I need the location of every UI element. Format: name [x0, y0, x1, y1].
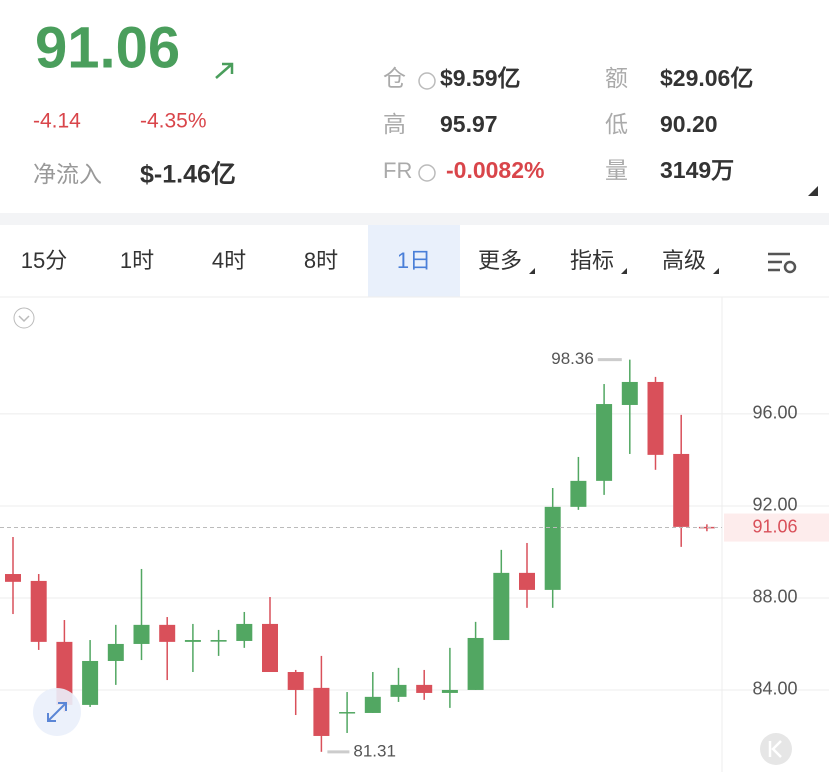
y-tick-label: 96.00: [752, 403, 797, 423]
candle-body: [570, 480, 587, 507]
tab[interactable]: 1日: [397, 248, 431, 273]
tab[interactable]: 4时: [212, 248, 246, 273]
candle-body: [133, 624, 150, 644]
candle-body: [5, 574, 21, 582]
stat-label: 高: [383, 111, 406, 137]
last-price: 91.06: [35, 15, 180, 80]
candle-body: [210, 640, 227, 642]
stat-value: -0.0082%: [446, 157, 544, 183]
stat-label: 额: [605, 65, 628, 91]
tab[interactable]: 1时: [120, 248, 154, 273]
tab[interactable]: 8时: [304, 248, 338, 273]
candle-body: [493, 572, 510, 641]
candle-body: [673, 453, 690, 527]
net-inflow: $-1.46亿: [140, 161, 236, 189]
expand-corner[interactable]: [808, 186, 818, 196]
collapse-chevron: [18, 315, 30, 323]
y-tick-label: 84.00: [752, 679, 797, 699]
info-icon[interactable]: [418, 72, 436, 90]
candle-body: [313, 687, 330, 736]
candle-body: [30, 580, 47, 642]
candle-body: [262, 623, 278, 673]
candle-body: [441, 689, 458, 693]
candle-body: [596, 404, 613, 481]
divider: [0, 213, 829, 225]
active-tab-bg: [368, 225, 460, 297]
candle-body: [364, 696, 381, 713]
tab[interactable]: 高级: [662, 248, 706, 273]
tab[interactable]: 指标: [570, 248, 614, 273]
candle-body: [467, 637, 484, 690]
last-price-tag: 91.06: [752, 516, 797, 536]
stat-value: 95.97: [440, 111, 498, 137]
collapse-icon[interactable]: [13, 307, 35, 329]
candle-body: [107, 643, 124, 661]
candle-body: [416, 684, 433, 693]
scroll-end-icon: [768, 740, 782, 758]
tab[interactable]: 15分: [21, 248, 67, 273]
candle-body: [544, 506, 561, 590]
settings-icon[interactable]: [768, 252, 797, 274]
max-label: 98.36: [551, 349, 594, 368]
price-change: -4.14: [33, 110, 81, 133]
info-icon[interactable]: [418, 164, 436, 182]
price-change-pct: -4.35%: [140, 110, 207, 133]
candle-body: [621, 381, 638, 405]
candle-body: [519, 572, 535, 590]
candle-body: [236, 623, 253, 641]
stat-value: $29.06亿: [660, 65, 753, 91]
candle-body: [698, 526, 715, 529]
y-tick-label: 92.00: [752, 495, 797, 515]
candle-body: [159, 624, 176, 642]
scroll-end-button[interactable]: [760, 733, 792, 765]
stat-value: 90.20: [660, 111, 718, 137]
candle-body: [184, 640, 201, 642]
dropdown-caret: [529, 268, 535, 274]
candle-body: [647, 381, 664, 455]
min-label: 81.31: [353, 741, 396, 760]
fullscreen-icon: [47, 702, 67, 722]
stat-value: 3149万: [660, 157, 734, 183]
last-price-tag-bg: [724, 513, 829, 542]
tab[interactable]: 更多: [478, 248, 522, 273]
stat-label: 量: [605, 157, 628, 183]
dropdown-caret: [713, 268, 719, 274]
net-inflow-label: 净流入: [33, 161, 102, 187]
candle-body: [82, 660, 99, 705]
trend-arrow: [215, 62, 234, 79]
stat-label: 仓: [383, 65, 406, 91]
dropdown-caret: [621, 268, 627, 274]
candle-body: [287, 672, 304, 690]
stat-label: FR: [383, 158, 412, 183]
candle-body: [339, 712, 356, 714]
y-tick-label: 88.00: [752, 587, 797, 607]
candle-body: [390, 684, 407, 697]
stat-value: $9.59亿: [440, 65, 521, 91]
stat-label: 低: [605, 111, 628, 137]
